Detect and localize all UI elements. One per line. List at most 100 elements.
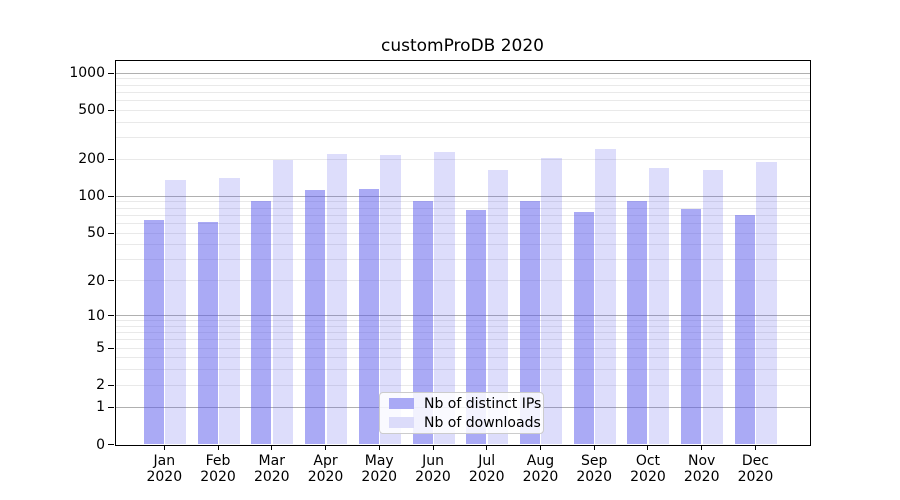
major-gridline [114, 195, 810, 197]
bar-nb-of-downloads-jun-2020 [434, 151, 455, 445]
x-tick-label: Jan 2020 [146, 452, 183, 485]
bar-nb-of-distinct-ips-jul-2020 [466, 209, 487, 445]
y-tick-label: 1 [96, 399, 105, 416]
legend-label-distinct-ips: Nb of distinct IPs [424, 395, 542, 412]
minor-gridline [114, 109, 810, 111]
x-axis-tick [486, 445, 488, 450]
bar-nb-of-distinct-ips-nov-2020 [681, 208, 702, 445]
x-axis-tick [378, 445, 380, 450]
minor-gridline [114, 201, 810, 203]
minor-gridline [114, 223, 810, 224]
bar-nb-of-downloads-apr-2020 [326, 154, 348, 445]
minor-gridline [114, 100, 810, 102]
x-tick-label: Sep 2020 [576, 452, 613, 485]
minor-gridline [114, 357, 810, 359]
bar-nb-of-downloads-sep-2020 [595, 149, 616, 445]
x-tick-label: Jun 2020 [415, 452, 451, 485]
minor-gridline [114, 280, 810, 282]
x-axis-tick [754, 445, 756, 450]
bar-nb-of-downloads-jan-2020 [165, 180, 186, 445]
x-tick-label: Aug 2020 [522, 452, 559, 485]
bar-nb-of-downloads-feb-2020 [219, 178, 240, 445]
minor-gridline [114, 244, 810, 246]
bar-nb-of-distinct-ips-mar-2020 [251, 201, 272, 445]
minor-gridline [114, 84, 810, 86]
y-axis-tick [108, 195, 114, 197]
x-axis-tick [593, 445, 595, 450]
y-axis-tick [108, 315, 114, 317]
y-axis-tick [108, 406, 114, 408]
y-axis-tick [108, 280, 114, 282]
bar-nb-of-distinct-ips-dec-2020 [734, 214, 755, 445]
minor-gridline [114, 121, 810, 123]
bar-nb-of-distinct-ips-sep-2020 [573, 212, 594, 445]
x-tick-label: Oct 2020 [630, 452, 666, 485]
minor-gridline [114, 384, 810, 386]
bar-nb-of-distinct-ips-apr-2020 [305, 190, 326, 445]
minor-gridline [114, 214, 810, 216]
y-tick-label: 1000 [69, 65, 105, 82]
x-tick-label: Apr 2020 [307, 452, 344, 485]
y-axis-tick [108, 72, 114, 74]
bar-nb-of-distinct-ips-feb-2020 [197, 221, 218, 445]
minor-gridline [114, 207, 810, 209]
minor-gridline [114, 91, 810, 93]
y-tick-label: 100 [78, 188, 105, 205]
bar-nb-of-downloads-aug-2020 [541, 158, 562, 445]
y-axis-tick [108, 444, 114, 445]
x-axis-tick [539, 445, 541, 450]
minor-gridline [114, 259, 810, 261]
y-tick-label: 50 [87, 225, 105, 242]
x-axis-tick [271, 445, 273, 450]
chart-title: customProDB 2020 [381, 36, 544, 56]
legend-item-downloads: Nb of downloads [389, 414, 541, 432]
x-axis-tick [325, 445, 327, 450]
x-tick-label: Mar 2020 [253, 452, 290, 485]
bar-nb-of-downloads-may-2020 [380, 155, 401, 445]
minor-gridline [114, 158, 810, 160]
minor-gridline [114, 325, 810, 327]
bar-nb-of-distinct-ips-jan-2020 [143, 220, 164, 445]
x-axis-tick [432, 445, 434, 450]
x-tick-label: Dec 2020 [737, 452, 774, 485]
x-axis-tick [701, 445, 703, 450]
bar-nb-of-downloads-dec-2020 [756, 161, 777, 445]
minor-gridline [114, 137, 810, 139]
minor-gridline [114, 232, 810, 234]
bar-nb-of-distinct-ips-oct-2020 [627, 200, 648, 445]
x-tick-label: May 2020 [361, 452, 398, 485]
bar-nb-of-distinct-ips-jun-2020 [412, 201, 433, 445]
bar-nb-of-downloads-nov-2020 [702, 170, 724, 445]
y-tick-label: 0 [96, 436, 105, 453]
minor-gridline [114, 78, 810, 80]
bar-nb-of-distinct-ips-may-2020 [358, 188, 379, 445]
legend-item-distinct-ips: Nb of distinct IPs [389, 395, 541, 413]
major-gridline [114, 72, 810, 74]
major-gridline [114, 315, 810, 317]
minor-gridline [114, 332, 810, 334]
y-axis-tick [108, 232, 114, 234]
y-tick-label: 5 [96, 340, 105, 357]
x-axis-tick [647, 445, 649, 450]
y-axis-tick [108, 158, 114, 160]
x-tick-label: Feb 2020 [200, 452, 236, 485]
x-axis-tick [163, 445, 165, 450]
x-tick-label: Nov 2020 [683, 452, 720, 485]
y-axis-tick [108, 347, 114, 349]
y-axis-tick [108, 384, 114, 386]
bar-nb-of-downloads-oct-2020 [648, 167, 670, 445]
minor-gridline [114, 320, 810, 322]
minor-gridline [114, 339, 810, 341]
y-axis-tick [108, 109, 114, 111]
minor-gridline [114, 347, 810, 349]
bar-nb-of-downloads-mar-2020 [272, 159, 294, 445]
y-tick-label: 200 [78, 151, 105, 168]
minor-gridline [114, 369, 810, 371]
legend: Nb of distinct IPs Nb of downloads [379, 392, 544, 434]
y-tick-label: 500 [78, 102, 105, 119]
x-tick-label: Jul 2020 [468, 452, 505, 485]
legend-swatch-downloads [389, 417, 414, 428]
y-tick-label: 10 [87, 307, 105, 324]
y-tick-label: 2 [96, 377, 105, 394]
